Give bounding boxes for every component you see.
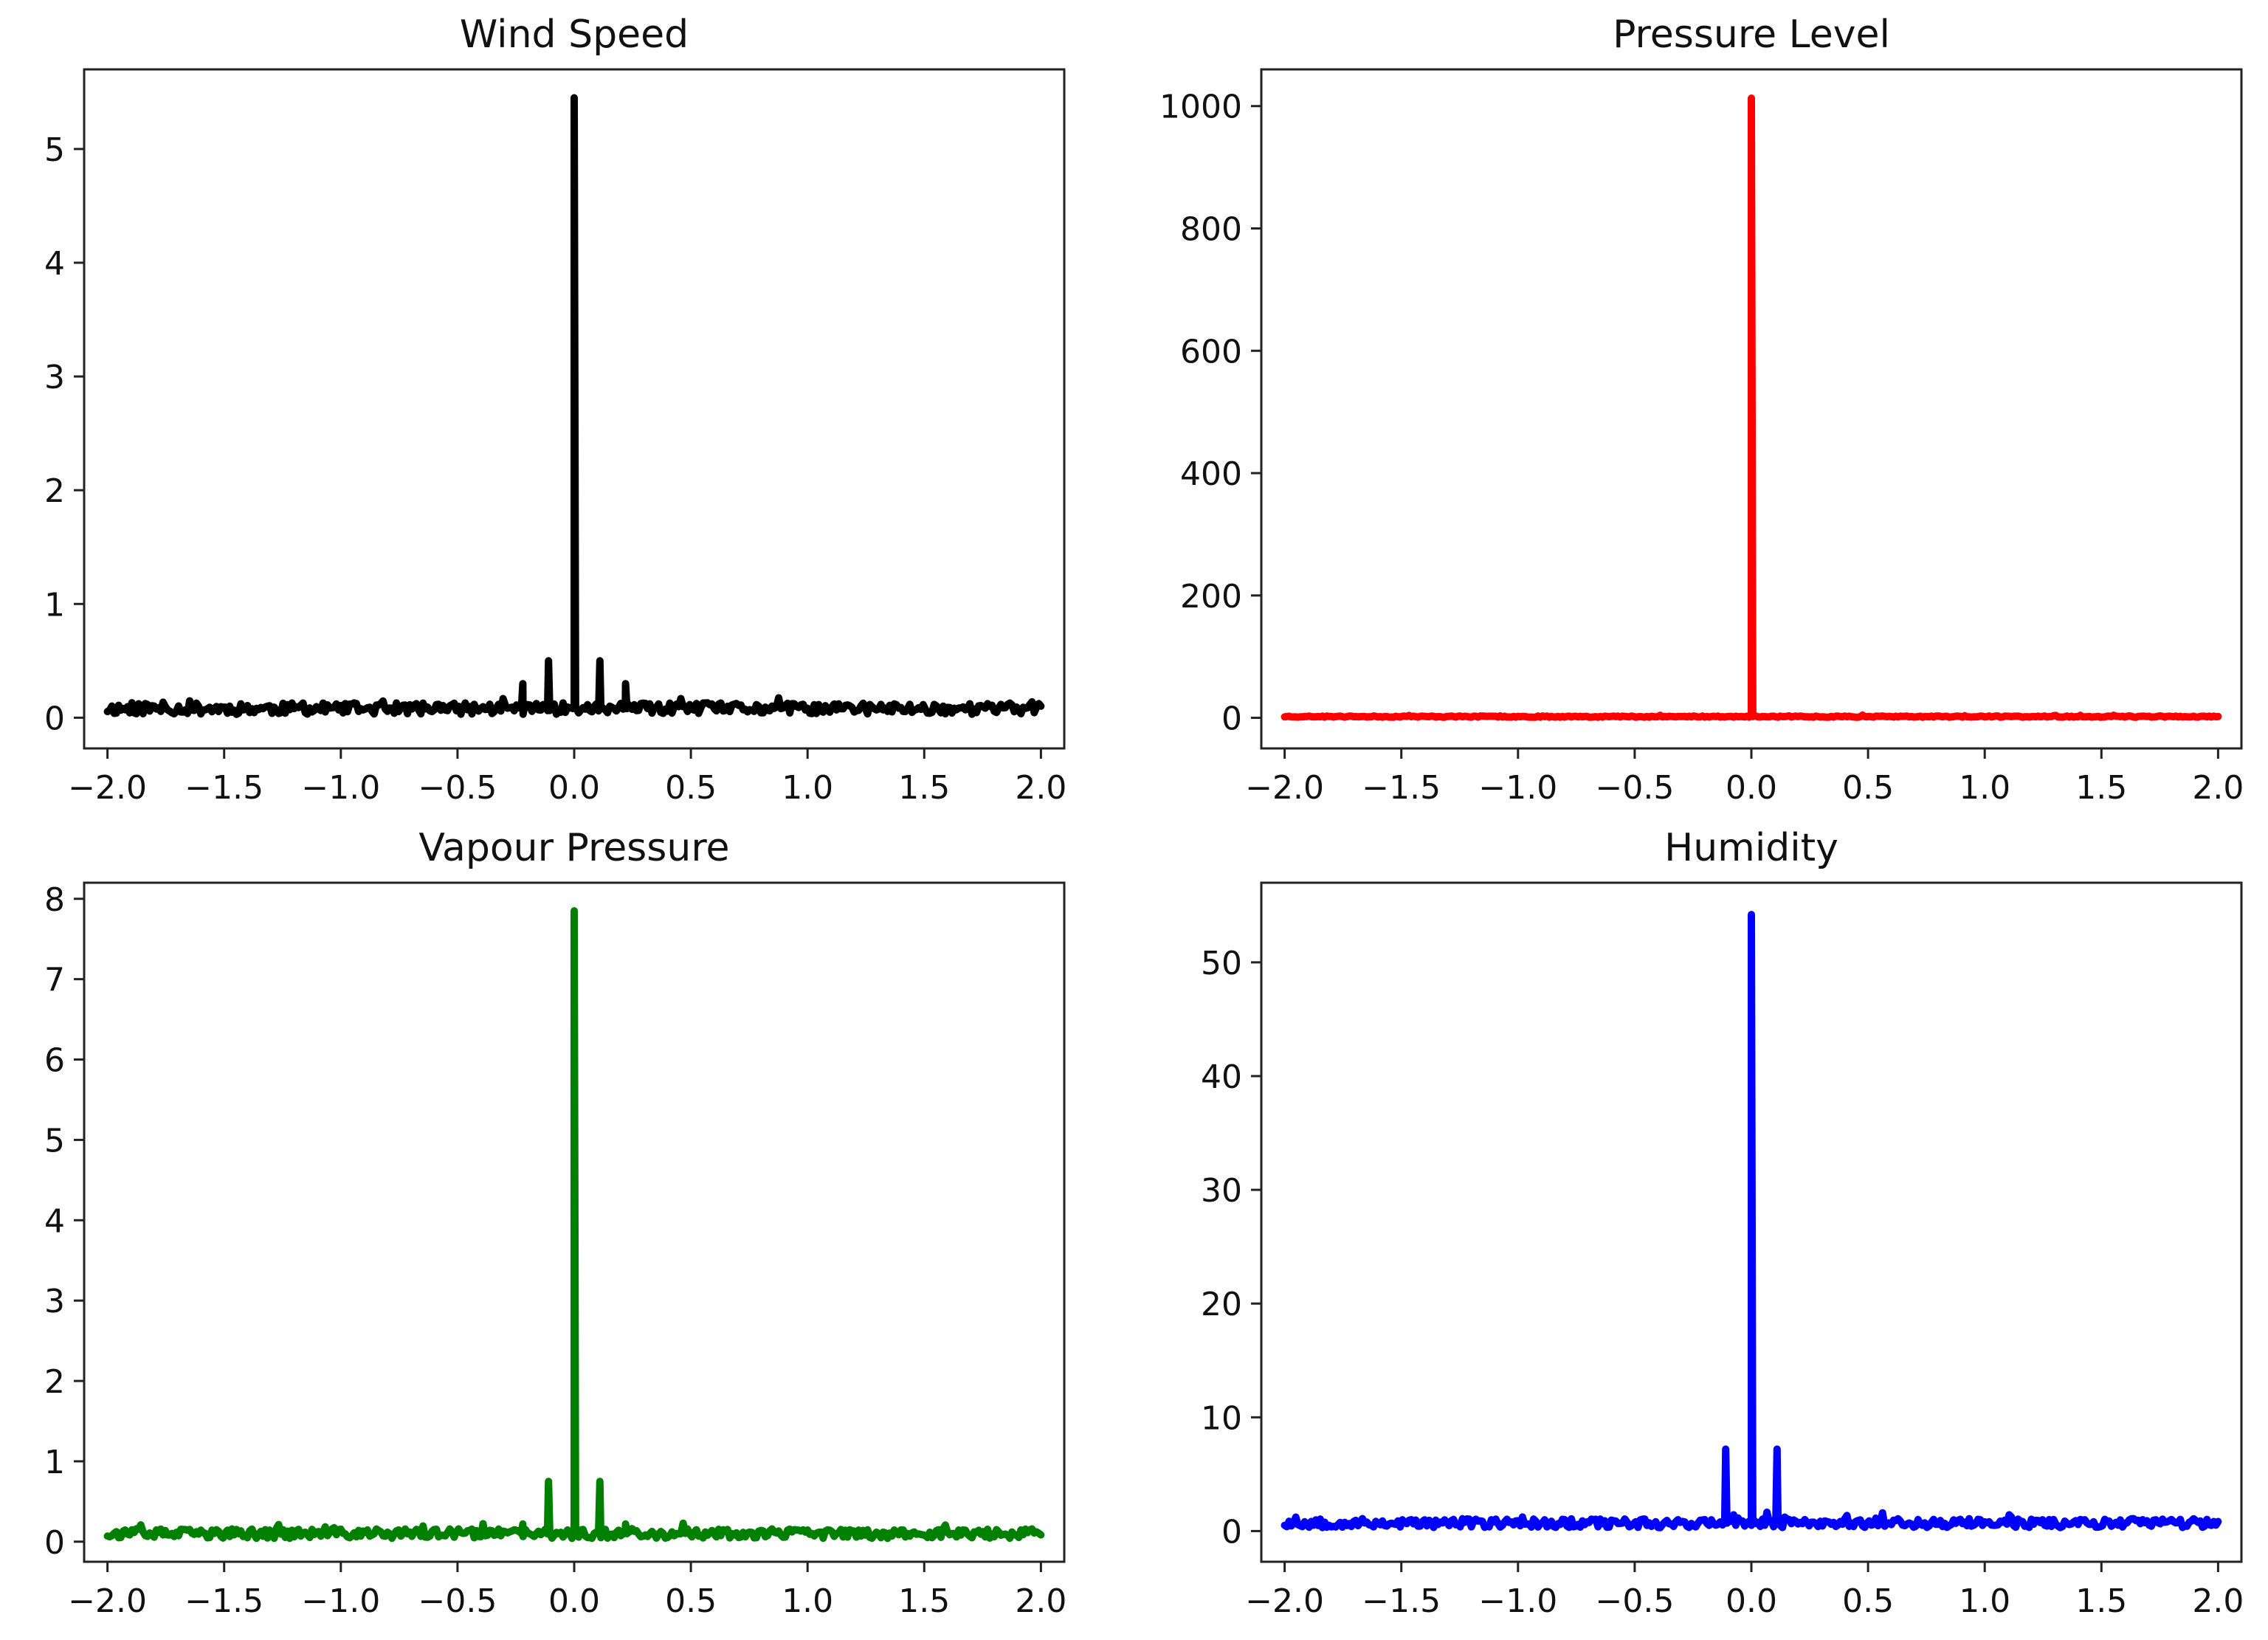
- pressure-level-y-tick-label: 0: [1221, 700, 1242, 738]
- wind-speed-x-tick-label: −2.0: [68, 769, 147, 807]
- vapour-pressure-x-tick-label: 0.0: [548, 1582, 600, 1620]
- pressure-level-x-tick-label: 2.0: [2192, 769, 2244, 807]
- pressure-level-x-tick-label: −2.0: [1245, 769, 1324, 807]
- humidity-x-tick-label: 2.0: [2192, 1582, 2244, 1620]
- pressure-level-y-tick-label: 600: [1180, 333, 1242, 371]
- pressure-level-y-tick-label: 1000: [1159, 89, 1242, 126]
- wind-speed-y-tick-label: 3: [44, 359, 65, 396]
- humidity-y-tick-label: 30: [1201, 1172, 1242, 1210]
- pressure-level-x-tick-label: 0.0: [1726, 769, 1777, 807]
- vapour-pressure-series-line: [103, 907, 1045, 1543]
- humidity-series-line: [1281, 911, 2222, 1532]
- vapour-pressure-y-tick-label: 5: [44, 1122, 65, 1160]
- pressure-level-y-tick-label: 400: [1180, 455, 1242, 493]
- pressure-level-y-tick-label: 800: [1180, 210, 1242, 248]
- vapour-pressure-y-tick-label: 7: [44, 962, 65, 999]
- humidity-y-tick-label: 20: [1201, 1286, 1242, 1323]
- pressure-level-x-tick-label: 1.0: [1959, 769, 2010, 807]
- vapour-pressure-y-tick-label: 3: [44, 1283, 65, 1320]
- pressure-level-series-line: [1281, 94, 2222, 721]
- vapour-pressure-x-tick-label: −0.5: [418, 1582, 497, 1620]
- pressure-level-x-tick-label: −0.5: [1595, 769, 1674, 807]
- pressure-level-x-tick-label: 1.5: [2075, 769, 2127, 807]
- humidity-x-tick-label: −2.0: [1245, 1582, 1324, 1620]
- wind-speed-x-tick-label: −1.5: [185, 769, 263, 807]
- vapour-pressure-y-tick-label: 6: [44, 1042, 65, 1080]
- wind-speed-x-tick-label: 1.5: [898, 769, 950, 807]
- pressure-level-x-tick-label: −1.5: [1362, 769, 1441, 807]
- vapour-pressure-y-tick-label: 2: [44, 1363, 65, 1401]
- wind-speed-x-tick-label: −0.5: [418, 769, 497, 807]
- wind-speed-x-tick-label: 0.0: [548, 769, 600, 807]
- vapour-pressure-y-tick-label: 0: [44, 1524, 65, 1562]
- vapour-pressure-x-tick-label: −1.5: [185, 1582, 263, 1620]
- vapour-pressure-x-tick-label: 1.5: [898, 1582, 950, 1620]
- vapour-pressure-x-tick-label: 1.0: [782, 1582, 833, 1620]
- wind-speed-x-tick-label: 1.0: [782, 769, 833, 807]
- wind-speed-title: Wind Speed: [460, 13, 689, 57]
- pressure-level-x-tick-label: −1.0: [1478, 769, 1557, 807]
- vapour-pressure-y-tick-label: 8: [44, 881, 65, 919]
- wind-speed-x-tick-label: 0.5: [665, 769, 717, 807]
- humidity-plot-area: [1281, 911, 2222, 1532]
- wind-speed-panel: Wind Speed −2.0 −1.5 −1.0 −0.5 0.0 0.5 1.0 1.5 2…: [44, 13, 1066, 807]
- wind-speed-series-line: [103, 94, 1045, 718]
- wind-speed-plot-area: [103, 94, 1045, 718]
- wind-speed-y-tick-label: 5: [44, 131, 65, 169]
- vapour-pressure-x-tick-label: −1.0: [301, 1582, 380, 1620]
- humidity-title: Humidity: [1664, 826, 1838, 870]
- humidity-y-tick-label: 0: [1221, 1513, 1242, 1551]
- wind-speed-y-tick-label: 1: [44, 586, 65, 624]
- wind-speed-y-tick-label: 4: [44, 245, 65, 283]
- wind-speed-x-tick-label: 2.0: [1015, 769, 1066, 807]
- humidity-x-tick-label: 1.0: [1959, 1582, 2010, 1620]
- humidity-x-tick-label: −1.5: [1362, 1582, 1441, 1620]
- vapour-pressure-panel: Vapour Pressure −2.0 −1.5 −1.0 −0.5 0.0 0.5 1.…: [44, 826, 1066, 1620]
- vapour-pressure-x-tick-label: 0.5: [665, 1582, 717, 1620]
- pressure-level-title: Pressure Level: [1613, 13, 1890, 57]
- humidity-y-tick-label: 10: [1201, 1399, 1242, 1437]
- humidity-x-tick-label: −1.0: [1478, 1582, 1557, 1620]
- vapour-pressure-x-tick-label: −2.0: [68, 1582, 147, 1620]
- humidity-panel: Humidity −2.0 −1.5 −1.0 −0.5 0.0 0.5 1.0 1.5 2.0…: [1201, 826, 2244, 1620]
- vapour-pressure-x-tick-label: 2.0: [1015, 1582, 1066, 1620]
- vapour-pressure-plot-area: [103, 907, 1045, 1543]
- wind-speed-x-tick-label: −1.0: [301, 769, 380, 807]
- wind-speed-y-tick-label: 0: [44, 700, 65, 737]
- humidity-x-tick-label: 0.0: [1726, 1582, 1777, 1620]
- pressure-level-panel: Pressure Level −2.0 −1.5 −1.0 −0.5 0.0 0.5 1.0…: [1159, 13, 2244, 807]
- vapour-pressure-y-tick-label: 4: [44, 1202, 65, 1240]
- humidity-y-tick-label: 50: [1201, 945, 1242, 982]
- pressure-level-plot-area: [1281, 94, 2222, 721]
- humidity-y-tick-label: 40: [1201, 1058, 1242, 1096]
- pressure-level-x-tick-label: 0.5: [1842, 769, 1894, 807]
- vapour-pressure-title: Vapour Pressure: [418, 826, 729, 870]
- vapour-pressure-y-tick-label: 1: [44, 1444, 65, 1481]
- wind-speed-y-tick-label: 2: [44, 472, 65, 510]
- humidity-x-tick-label: 0.5: [1842, 1582, 1894, 1620]
- pressure-level-y-tick-label: 200: [1180, 578, 1242, 616]
- humidity-x-tick-label: 1.5: [2075, 1582, 2127, 1620]
- humidity-x-tick-label: −0.5: [1595, 1582, 1674, 1620]
